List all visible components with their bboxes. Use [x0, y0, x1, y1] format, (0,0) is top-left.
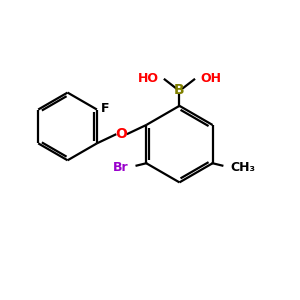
Text: Br: Br: [113, 161, 129, 174]
Text: HO: HO: [138, 72, 159, 85]
Text: CH₃: CH₃: [230, 161, 255, 174]
Text: B: B: [174, 82, 185, 97]
Text: F: F: [100, 101, 109, 115]
Text: OH: OH: [200, 72, 221, 85]
Text: O: O: [116, 127, 127, 141]
